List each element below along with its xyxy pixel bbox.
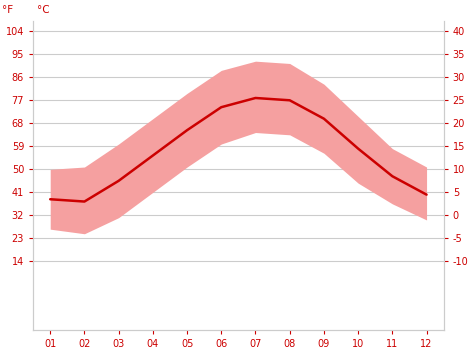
Text: °F: °F [2, 5, 13, 15]
Text: °C: °C [37, 5, 50, 15]
